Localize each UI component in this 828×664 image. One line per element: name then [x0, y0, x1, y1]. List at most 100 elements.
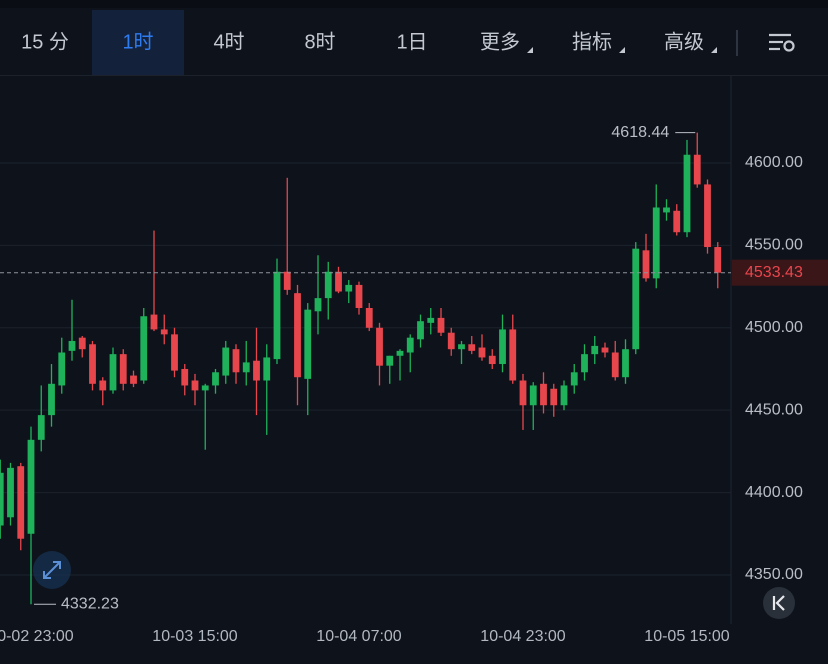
candle-body	[273, 271, 281, 360]
candle-body	[622, 349, 629, 378]
max-label: 4618.44	[611, 124, 669, 141]
candle-body	[171, 334, 178, 371]
x-tick-label: 10-04 07:00	[316, 628, 402, 645]
candle-body	[447, 332, 455, 350]
candle-body	[263, 357, 271, 381]
candle-body	[7, 467, 14, 518]
axes: 4350.00 4400.00 4450.00 4500.00 4550.00 4600.…	[0, 124, 828, 645]
candle-body	[663, 207, 670, 213]
candle-body	[427, 317, 435, 323]
scroll-latest-button[interactable]	[763, 587, 795, 619]
candle-body	[673, 210, 681, 233]
tab[interactable]: 8时	[304, 30, 335, 53]
candle-body	[509, 329, 517, 381]
candle-body	[27, 439, 35, 534]
y-tick-label: 4550.00	[745, 237, 803, 254]
candle-body	[119, 354, 127, 384]
candle-body	[365, 308, 373, 328]
candle-body	[68, 340, 76, 351]
candle-body	[611, 352, 619, 378]
grid	[0, 162, 731, 576]
candle-body	[529, 385, 537, 406]
tab[interactable]: 指标	[572, 30, 612, 53]
candle-body	[540, 383, 547, 406]
candle-body	[355, 284, 363, 309]
candle-body	[253, 360, 260, 381]
dropdown-arrow	[711, 47, 717, 53]
tab[interactable]: 1日	[396, 31, 427, 53]
active-tab-bg	[92, 10, 184, 75]
tab[interactable]: 更多	[480, 30, 520, 53]
tab-active[interactable]: 1时	[122, 30, 153, 53]
candle-body	[191, 380, 199, 391]
candle-body	[181, 368, 189, 386]
candle-body	[283, 271, 291, 290]
latest-icon	[772, 595, 785, 611]
candle-body	[17, 466, 25, 539]
candle-body	[581, 354, 588, 373]
tab[interactable]: 高级	[664, 30, 704, 53]
candle-body	[632, 248, 640, 350]
candle-body	[591, 345, 599, 355]
candle-body	[201, 385, 209, 391]
x-tick-label: 10-04 23:00	[480, 628, 566, 645]
candle-body	[704, 184, 711, 248]
expand-icon	[43, 561, 61, 579]
x-tick-label: 10-02 23:00	[0, 628, 74, 645]
candle-body	[335, 271, 342, 292]
candle-body	[499, 329, 506, 365]
candle-body	[652, 207, 660, 279]
candle-body	[693, 154, 701, 185]
candle-body	[376, 327, 383, 366]
min-label: 4332.23	[61, 595, 119, 612]
plot-area	[0, 132, 722, 605]
dropdown-arrow	[527, 47, 533, 53]
candle-body	[468, 344, 476, 351]
toolbar: 15 分 1时 4时 8时 1日 更多 指标 高级	[0, 0, 828, 76]
x-tick-label: 10-05 15:00	[644, 628, 730, 645]
candle-body	[458, 344, 465, 350]
candle-body	[78, 337, 86, 350]
candle-body	[601, 347, 609, 353]
candle-body	[37, 415, 45, 440]
candle-body	[242, 362, 250, 373]
candle-body	[570, 372, 578, 386]
candle-body	[109, 354, 117, 391]
x-tick-label: 10-03 15:00	[152, 628, 238, 645]
candle-body	[160, 329, 168, 335]
candle-body	[642, 250, 650, 279]
tab[interactable]: 15 分	[21, 30, 69, 53]
y-tick-label: 4450.00	[745, 401, 803, 418]
candle-body	[0, 472, 4, 526]
candle-body	[417, 321, 424, 340]
candle-body	[683, 154, 691, 233]
icon-gear	[783, 40, 795, 52]
y-tick-label: 4350.00	[745, 566, 803, 583]
candle-body	[232, 349, 240, 373]
y-tick-label: 4400.00	[745, 484, 803, 501]
candle-body	[304, 309, 312, 379]
candle-body	[222, 347, 230, 376]
candle-body	[89, 344, 96, 384]
candle-body	[437, 317, 445, 333]
candle-body	[488, 355, 496, 365]
tab[interactable]: 4时	[213, 30, 244, 53]
candle-body	[294, 293, 301, 378]
candle-body	[58, 352, 66, 386]
candle-body	[140, 316, 148, 381]
expand-button[interactable]	[33, 551, 71, 589]
status-strip	[0, 0, 828, 8]
candle-body	[314, 298, 322, 312]
last-price-label: 4533.43	[745, 264, 803, 281]
candle-body	[396, 350, 404, 356]
last-price-tag	[732, 259, 828, 286]
candle-body	[406, 337, 414, 353]
candle-body	[714, 247, 722, 273]
settings-icon[interactable]	[769, 33, 795, 52]
candle-body	[48, 383, 55, 416]
y-tick-label: 4500.00	[745, 319, 803, 336]
candle-body	[345, 284, 353, 292]
